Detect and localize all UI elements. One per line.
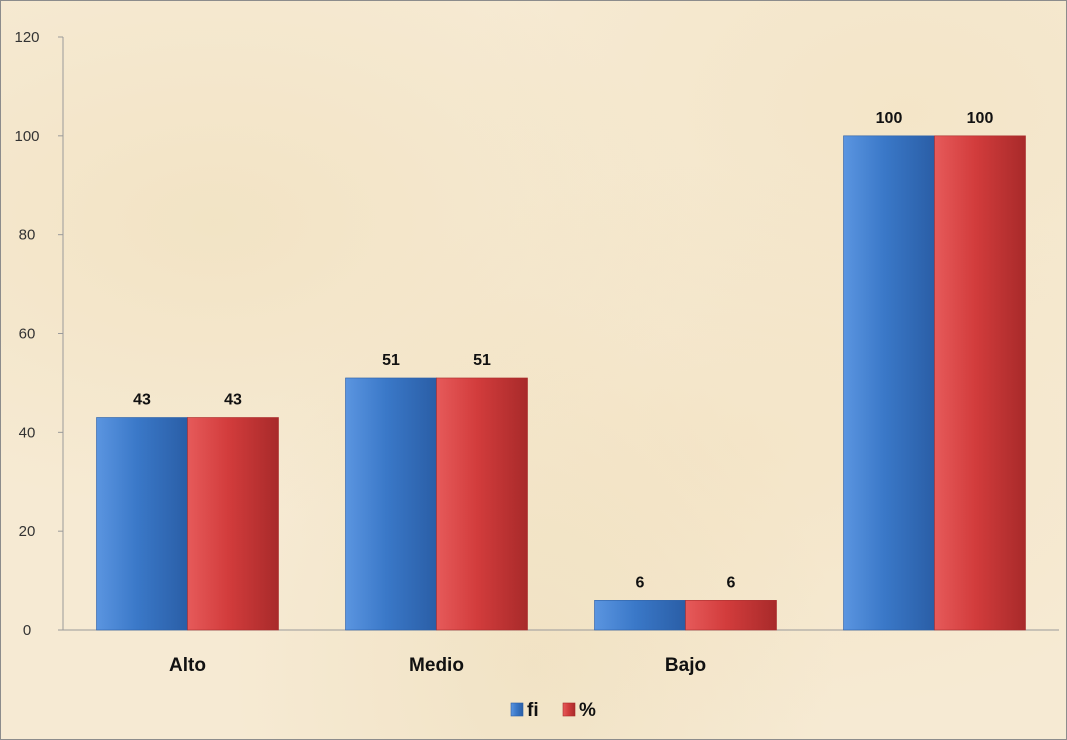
legend-swatch-fi [510, 702, 524, 717]
y-tick-label: 0 [23, 622, 31, 639]
bar-fi-medio [345, 377, 437, 631]
bar-percent-medio [436, 377, 528, 631]
y-tick-label: 40 [19, 424, 36, 441]
data-label: 6 [636, 574, 645, 591]
legend: fi% [510, 700, 596, 721]
bar-fi-alto [96, 417, 188, 631]
category-label-bajo: Bajo [665, 655, 706, 676]
label-layer: 43 43 Alto 51 51 Medio 6 6 Bajo 100 100 [133, 110, 993, 676]
bar-percent-bajo [685, 600, 777, 631]
data-label: 43 [224, 392, 242, 409]
bar-fi-total [843, 135, 935, 631]
bar-fi-bajo [594, 600, 686, 631]
legend-label-fi: fi [527, 700, 539, 721]
category-label-medio: Medio [409, 655, 464, 676]
y-tick-label: 60 [19, 326, 36, 343]
data-label: 51 [473, 352, 491, 369]
data-label: 100 [876, 110, 903, 127]
y-tick-label: 20 [19, 523, 36, 540]
bar-percent-total [934, 135, 1026, 631]
bar-percent-alto [187, 417, 279, 631]
data-label: 43 [133, 392, 151, 409]
data-label: 100 [967, 110, 994, 127]
legend-swatch-percent [562, 702, 576, 717]
y-tick-label: 80 [19, 227, 36, 244]
legend-label-percent: % [579, 700, 596, 721]
data-label: 51 [382, 352, 400, 369]
y-tick-label: 120 [14, 29, 39, 46]
category-label-alto: Alto [169, 655, 206, 676]
bar-layer [96, 135, 1026, 631]
data-label: 6 [727, 574, 736, 591]
y-tick-label: 100 [14, 128, 39, 145]
